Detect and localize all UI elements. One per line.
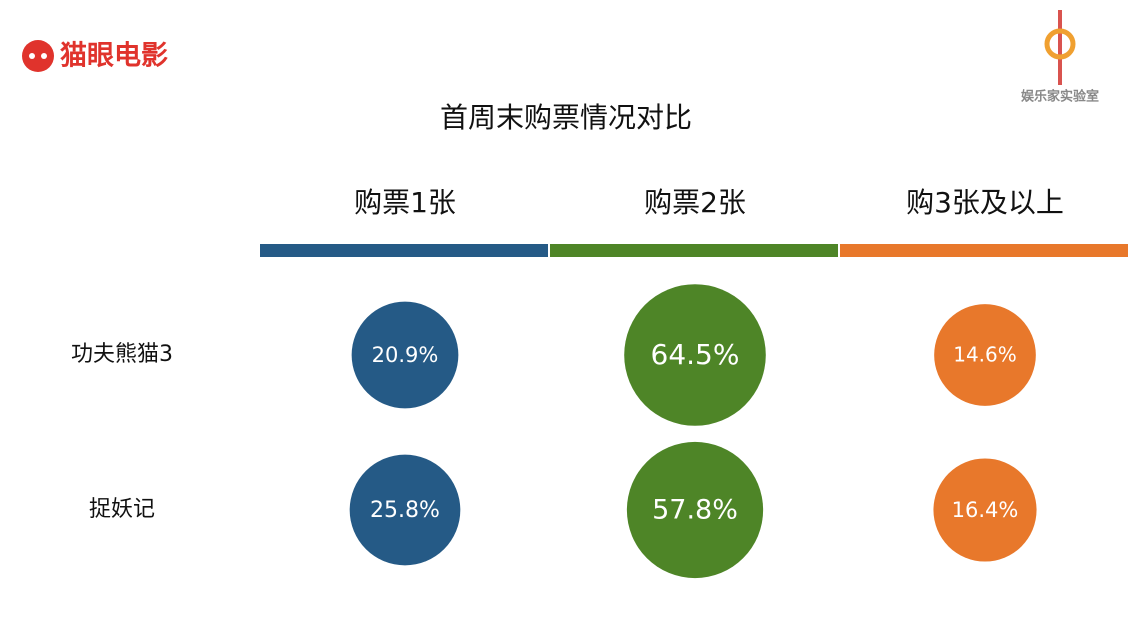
column-bar bbox=[840, 244, 1128, 257]
logo-icon bbox=[1044, 28, 1076, 60]
value-label: 57.8% bbox=[652, 495, 738, 526]
column-bar bbox=[260, 244, 548, 257]
bubble bbox=[934, 304, 1036, 406]
value-label: 25.8% bbox=[370, 498, 440, 523]
value-label: 20.9% bbox=[372, 343, 439, 367]
column-header: 购3张及以上 bbox=[906, 186, 1064, 219]
value-label: 14.6% bbox=[953, 343, 1017, 367]
logo-text: 娱乐家实验室 bbox=[1021, 89, 1099, 105]
column-bar bbox=[550, 244, 838, 257]
logo-text: 猫眼电影 bbox=[60, 41, 168, 72]
logo-eye bbox=[41, 53, 47, 59]
bubble bbox=[349, 454, 461, 566]
row-label: 功夫熊猫3 bbox=[71, 342, 173, 367]
row-label: 捉妖记 bbox=[89, 497, 155, 522]
bubble bbox=[351, 301, 459, 409]
value-label: 64.5% bbox=[651, 338, 740, 371]
chart-title: 首周末购票情况对比 bbox=[440, 101, 692, 134]
logo-icon bbox=[22, 40, 54, 72]
column-header: 购票2张 bbox=[644, 186, 746, 219]
column-header: 购票1张 bbox=[354, 186, 456, 219]
bubble bbox=[624, 284, 766, 426]
logo-left: 猫眼电影 bbox=[22, 40, 168, 72]
logo-eye bbox=[29, 53, 35, 59]
bubble bbox=[933, 458, 1037, 562]
value-label: 16.4% bbox=[952, 498, 1019, 522]
bubble bbox=[626, 441, 764, 579]
logo-right: 娱乐家实验室 bbox=[1021, 10, 1099, 105]
